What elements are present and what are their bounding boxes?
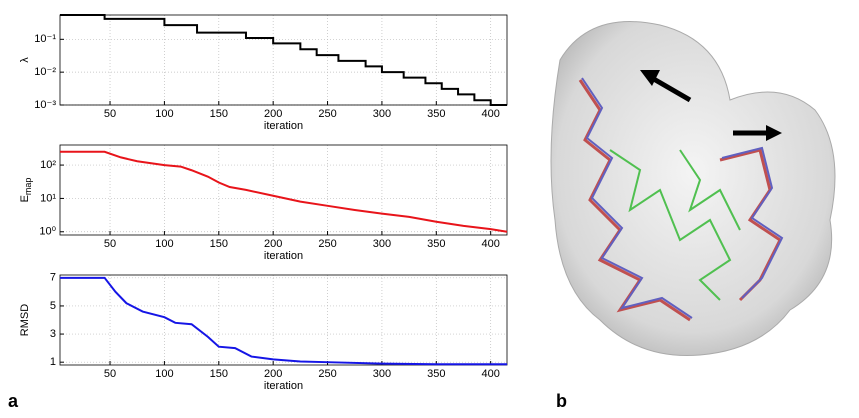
- x-tick-label: 200: [264, 238, 282, 250]
- y-axis-label-main: λ: [19, 57, 31, 63]
- x-tick-label: 350: [427, 238, 445, 250]
- x-tick-label: 100: [155, 238, 173, 250]
- x-tick-label: 200: [264, 108, 282, 120]
- x-tick-label: 150: [210, 108, 228, 120]
- panel-label: b: [556, 391, 567, 411]
- x-tick-label: 250: [318, 108, 336, 120]
- y-tick-label: 3: [50, 328, 56, 340]
- x-tick-label: 250: [318, 238, 336, 250]
- y-axis-label: RMSD: [19, 304, 31, 336]
- y-tick-label: 5: [50, 300, 56, 312]
- data-line: [60, 276, 507, 366]
- data-line: [60, 150, 508, 233]
- x-tick-label: 50: [104, 368, 116, 380]
- data-line: [60, 14, 507, 106]
- x-tick-label: 300: [373, 238, 391, 250]
- x-tick-label: 150: [210, 368, 228, 380]
- y-tick-label: 10⁻¹: [34, 33, 56, 45]
- x-axis-label: iteration: [264, 250, 303, 262]
- y-tick-label: 10⁰: [39, 226, 56, 238]
- y-tick-label: 10¹: [40, 192, 56, 204]
- x-tick-label: 250: [318, 368, 336, 380]
- y-axis-label-sub: map: [23, 178, 33, 196]
- panel-label: a: [8, 391, 19, 411]
- y-tick-label: 10⁻³: [34, 99, 56, 111]
- x-tick-label: 100: [155, 368, 173, 380]
- x-tick-label: 100: [155, 108, 173, 120]
- y-tick-label: 1: [50, 356, 56, 368]
- y-tick-label: 10²: [40, 159, 56, 171]
- x-tick-label: 400: [482, 368, 500, 380]
- x-tick-label: 300: [373, 368, 391, 380]
- structure-render: [550, 21, 836, 357]
- y-axis-label-main: E: [19, 195, 31, 202]
- plot-frame: [59, 144, 508, 236]
- x-tick-label: 400: [482, 108, 500, 120]
- x-tick-label: 50: [104, 108, 116, 120]
- y-tick-label: 10⁻²: [34, 66, 56, 78]
- x-tick-label: 300: [373, 108, 391, 120]
- x-tick-label: 350: [427, 368, 445, 380]
- y-tick-label: 7: [50, 272, 56, 284]
- x-tick-label: 200: [264, 368, 282, 380]
- x-axis-label: iteration: [264, 380, 303, 392]
- y-axis-label: Emap: [19, 178, 33, 203]
- x-axis-label: iteration: [264, 120, 303, 132]
- x-tick-label: 400: [482, 238, 500, 250]
- y-axis-label: λ: [19, 57, 31, 63]
- x-tick-label: 50: [104, 238, 116, 250]
- x-tick-label: 150: [210, 238, 228, 250]
- plot-frame: [59, 274, 508, 366]
- plot-frame: [59, 14, 508, 106]
- x-tick-label: 350: [427, 108, 445, 120]
- y-axis-label-main: RMSD: [19, 304, 31, 336]
